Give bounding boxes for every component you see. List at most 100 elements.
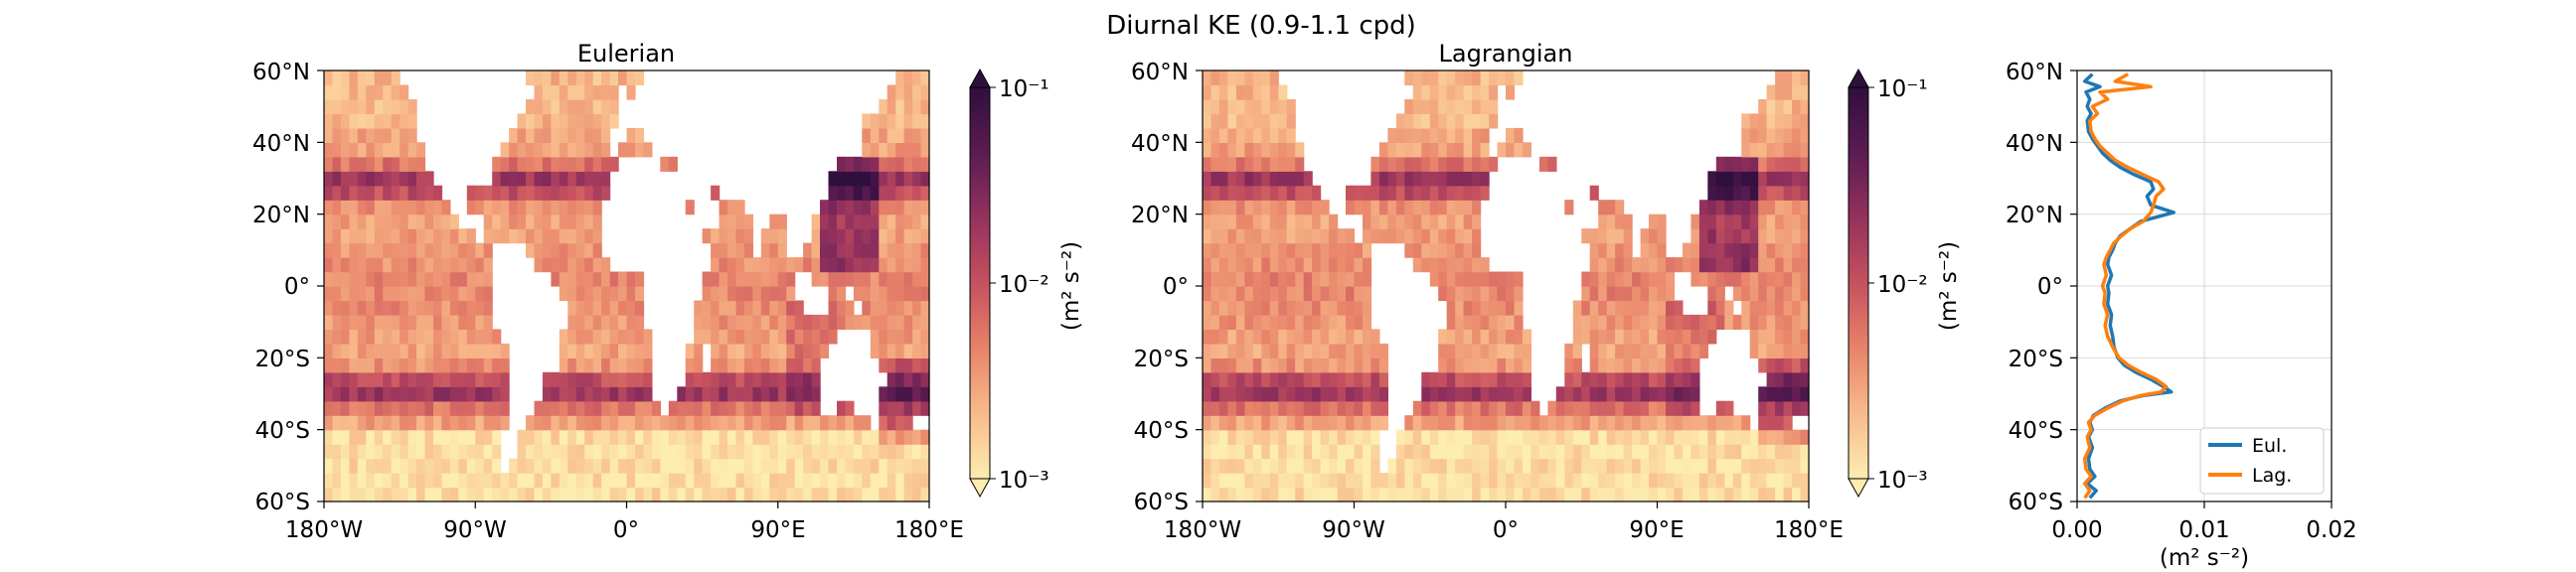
heatmap-cell	[1429, 142, 1439, 158]
heatmap-cell	[1210, 458, 1220, 474]
heatmap-cell	[618, 458, 628, 474]
heatmap-cell	[1606, 358, 1616, 373]
heatmap-cell	[466, 458, 476, 474]
legend-label-lag: Lag.	[2252, 465, 2292, 487]
heatmap-cell	[1286, 371, 1296, 387]
heatmap-cell	[374, 300, 384, 316]
heatmap-cell	[677, 386, 687, 402]
heatmap-cell	[1203, 228, 1212, 244]
heatmap-cell	[500, 487, 510, 502]
heatmap-cell	[920, 156, 930, 172]
heatmap-cell	[1329, 429, 1339, 445]
heatmap-cell	[416, 400, 426, 416]
heatmap-cell	[1210, 84, 1220, 100]
heatmap-cell	[559, 156, 568, 172]
heatmap-cell	[769, 487, 779, 502]
heatmap-cell	[340, 271, 350, 287]
heatmap-cell	[1598, 343, 1608, 358]
heatmap-cell	[1758, 314, 1768, 330]
heatmap-cell	[1581, 314, 1591, 330]
heatmap-cell	[458, 358, 468, 373]
figure-suptitle: Diurnal KE (0.9-1.1 cpd)	[1106, 11, 1416, 41]
heatmap-cell	[1354, 444, 1364, 460]
heatmap-cell	[542, 386, 552, 402]
heatmap-cell	[1732, 156, 1742, 172]
heatmap-cell	[1446, 458, 1456, 474]
heatmap-cell	[626, 371, 636, 387]
heatmap-cell	[694, 300, 704, 316]
heatmap-cell	[1783, 473, 1793, 489]
heatmap-cell	[1707, 444, 1717, 460]
heatmap-cell	[407, 242, 417, 258]
heatmap-cell	[1421, 84, 1431, 100]
heatmap-cell	[1438, 242, 1448, 258]
heatmap-cell	[1598, 429, 1608, 445]
heatmap-cell	[1210, 415, 1220, 431]
heatmap-cell	[1312, 415, 1322, 431]
heatmap-cell	[1472, 386, 1482, 402]
heatmap-cell	[1455, 343, 1465, 358]
heatmap-cell	[1547, 473, 1557, 489]
heatmap-cell	[1303, 257, 1313, 273]
heatmap-cell	[1370, 386, 1380, 402]
heatmap-cell	[1698, 200, 1708, 215]
heatmap-cell	[1758, 386, 1768, 402]
heatmap-cell	[1455, 142, 1465, 158]
heatmap-cell	[1657, 214, 1667, 229]
heatmap-cell	[1244, 358, 1254, 373]
heatmap-cell	[1800, 329, 1810, 345]
heatmap-cell	[1649, 386, 1659, 402]
heatmap-cell	[357, 200, 367, 215]
heatmap-cell	[735, 242, 745, 258]
heatmap-cell	[1724, 156, 1734, 172]
heatmap-cell	[660, 458, 670, 474]
heatmap-cell	[340, 71, 350, 86]
heatmap-cell	[912, 286, 922, 302]
heatmap-cell	[1598, 371, 1608, 387]
heatmap-cell	[1615, 371, 1625, 387]
heatmap-cell	[1412, 142, 1422, 158]
heatmap-cell	[837, 400, 847, 416]
heatmap-cell	[735, 444, 745, 460]
heatmap-cell	[643, 329, 653, 345]
heatmap-cell	[920, 200, 930, 215]
heatmap-cell	[1674, 444, 1684, 460]
heatmap-cell	[1489, 71, 1499, 86]
heatmap-cell	[567, 242, 577, 258]
heatmap-cell	[383, 98, 393, 114]
heatmap-cell	[1497, 329, 1507, 345]
heatmap-cell	[711, 228, 721, 244]
heatmap-cell	[1370, 228, 1380, 244]
heatmap-cell	[879, 242, 888, 258]
heatmap-cell	[895, 429, 905, 445]
heatmap-cell	[466, 429, 476, 445]
heatmap-cell	[366, 71, 376, 86]
heatmap-cell	[920, 271, 930, 287]
heatmap-cell	[643, 400, 653, 416]
heatmap-cell	[1783, 113, 1793, 129]
heatmap-cell	[719, 429, 728, 445]
heatmap-cell	[1783, 200, 1793, 215]
heatmap-cell	[1800, 473, 1810, 489]
heatmap-cell	[584, 358, 594, 373]
heatmap-cell	[1320, 371, 1330, 387]
heatmap-cell	[1632, 300, 1642, 316]
heatmap-cell	[1724, 171, 1734, 187]
heatmap-cell	[1589, 185, 1599, 201]
heatmap-cell	[1564, 371, 1574, 387]
heatmap-cell	[760, 314, 770, 330]
heatmap-cell	[1412, 98, 1422, 114]
heatmap-cell	[1649, 400, 1659, 416]
heatmap-cell	[903, 473, 913, 489]
heatmap-cell	[1800, 71, 1810, 86]
heatmap-cell	[1286, 228, 1296, 244]
heatmap-cell	[1497, 343, 1507, 358]
heatmap-cell	[441, 371, 451, 387]
heatmap-cell	[349, 228, 359, 244]
heatmap-cell	[1312, 314, 1322, 330]
heatmap-cell	[760, 371, 770, 387]
heatmap-cell	[1615, 473, 1625, 489]
heatmap-cell	[1666, 358, 1676, 373]
heatmap-cell	[1278, 473, 1288, 489]
heatmap-cell	[1429, 415, 1439, 431]
